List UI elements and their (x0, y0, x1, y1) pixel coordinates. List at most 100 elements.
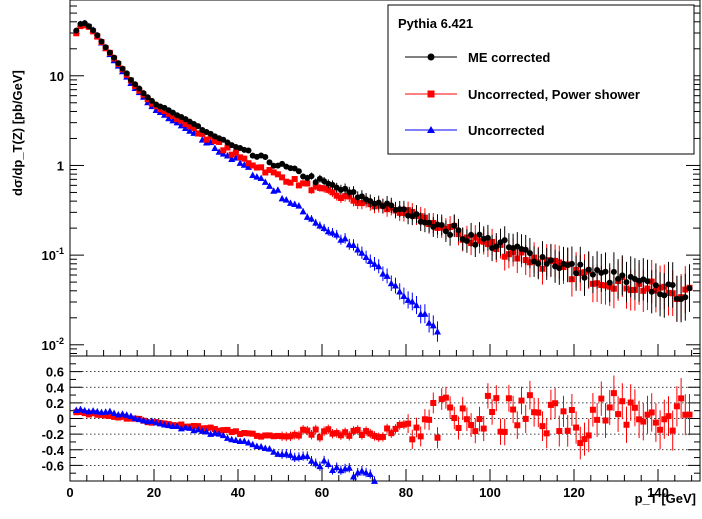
bottom-data-point (237, 431, 244, 438)
top-data-point (447, 231, 454, 238)
top-data-point (358, 249, 366, 256)
bottom-data-point (81, 406, 89, 414)
bottom-data-point (388, 430, 395, 437)
top-data-point (543, 260, 550, 267)
top-data-point (262, 169, 269, 176)
bottom-data-point (135, 415, 143, 423)
top-data-point (132, 81, 139, 88)
top-data-point (274, 186, 282, 193)
bottom-data-point (497, 428, 504, 435)
bottom-data-point (640, 418, 647, 425)
top-data-point (262, 153, 269, 160)
bottom-data-point (194, 425, 202, 433)
top-data-point (652, 282, 659, 289)
bottom-data-point (308, 457, 315, 464)
bottom-data-point (459, 405, 466, 412)
bottom-data-point (127, 412, 135, 419)
top-data-point (350, 188, 357, 195)
top-data-point (295, 168, 302, 175)
top-data-point (224, 144, 231, 151)
bottom-data-point (451, 415, 458, 422)
top-data-point (556, 265, 563, 272)
legend-marker-circle (427, 53, 435, 61)
bottom-data-point (531, 409, 538, 416)
bottom-data-point (610, 390, 617, 397)
bottom-y-tick-label: 0.4 (46, 380, 65, 395)
top-data-point (463, 237, 470, 244)
bottom-series (72, 375, 693, 484)
bottom-data-point (673, 403, 680, 410)
legend-box (387, 4, 695, 155)
bottom-data-point (661, 416, 668, 423)
bottom-data-point (371, 477, 378, 484)
bottom-data-point (253, 442, 261, 450)
bottom-data-point (468, 422, 475, 429)
bottom-data-point (514, 422, 521, 429)
top-data-point (98, 38, 105, 45)
top-data-point (325, 186, 332, 193)
bottom-data-point (94, 411, 101, 418)
bottom-data-point (316, 462, 324, 470)
bottom-data-point (156, 419, 164, 427)
bottom-data-point (241, 429, 248, 436)
top-data-point (379, 270, 387, 277)
top-data-point (371, 260, 378, 267)
x-tick-label: 40 (231, 485, 245, 500)
top-data-point (94, 32, 101, 39)
top-data-point (283, 178, 290, 185)
x-axis-title: p_T [GeV] (635, 491, 696, 506)
top-data-point (282, 196, 290, 203)
bottom-data-point (438, 396, 445, 403)
top-data-point (451, 222, 458, 229)
top-data-point (299, 207, 307, 215)
top-data-point (174, 116, 181, 123)
top-data-point (362, 253, 370, 261)
bottom-data-point (291, 431, 298, 438)
bottom-data-point (526, 392, 533, 399)
top-data-point (173, 118, 181, 126)
bottom-y-tick-label: -0.4 (42, 443, 65, 458)
bottom-data-point (283, 433, 290, 440)
top-data-point (312, 183, 319, 190)
x-tick-label: 120 (563, 485, 585, 500)
bottom-data-point (409, 436, 416, 443)
bottom-data-point (232, 436, 240, 444)
bottom-data-point (510, 406, 517, 413)
x-tick-labels: 0 20 40 60 80 100 120 140 (66, 485, 668, 500)
bottom-data-point (573, 424, 580, 431)
bottom-data-point (543, 430, 550, 437)
bottom-data-point (366, 470, 374, 477)
bottom-data-point (266, 432, 273, 439)
bottom-data-point (484, 392, 491, 399)
top-data-point (619, 272, 626, 279)
bottom-data-point (270, 448, 278, 455)
legend-label-power-shower: Uncorrected, Power shower (468, 87, 640, 102)
top-data-point (127, 76, 134, 83)
bottom-data-point (539, 423, 546, 430)
bottom-data-point (636, 416, 643, 423)
bottom-data-point (686, 411, 693, 418)
bottom-data-point (295, 432, 302, 439)
top-data-point (623, 279, 630, 286)
bottom-data-point (261, 444, 269, 451)
bottom-data-point (186, 424, 194, 431)
top-data-point (522, 246, 529, 253)
top-data-point (140, 90, 147, 97)
top-data-point (320, 224, 328, 232)
top-data-point (178, 117, 185, 124)
bottom-y-tick-label: 0.6 (46, 365, 64, 380)
top-data-point (602, 268, 609, 275)
top-data-point (383, 272, 391, 279)
top-data-point (266, 159, 273, 166)
x-tick-label: 140 (647, 485, 669, 500)
top-data-point (90, 27, 97, 34)
top-data-point (396, 206, 403, 213)
top-data-point (501, 237, 508, 244)
bottom-data-point (345, 464, 353, 471)
top-data-point (610, 268, 617, 275)
top-data-point (539, 253, 546, 260)
top-data-point (421, 310, 429, 317)
bottom-data-point (321, 428, 328, 435)
bottom-data-point (652, 419, 659, 426)
top-data-point (232, 149, 239, 156)
